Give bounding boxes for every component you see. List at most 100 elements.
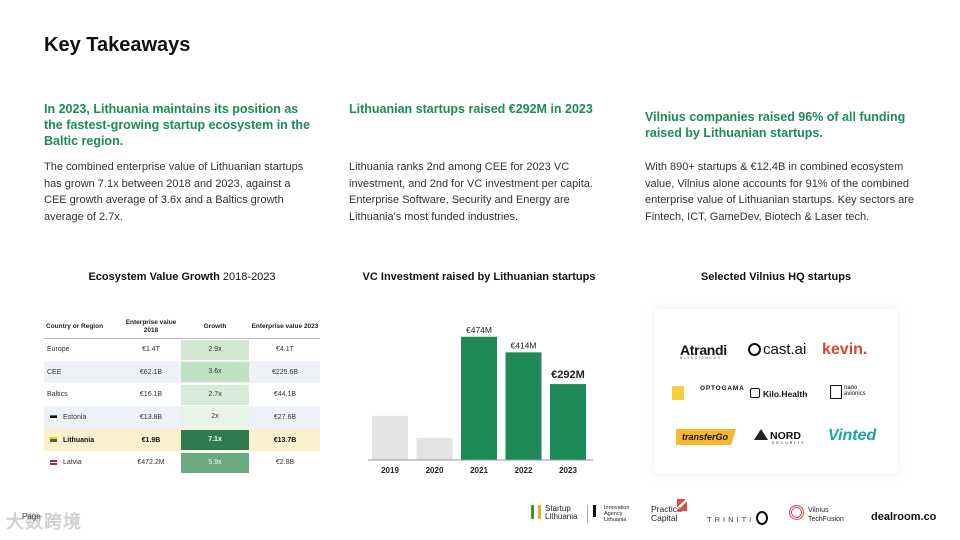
col-header-ev2023: Enterprise value 2023 [250, 316, 320, 339]
bar-2019 [372, 415, 408, 460]
country-cell: Baltics [44, 383, 122, 406]
triniti-icon [756, 511, 769, 525]
growth-value: 7.1x [181, 430, 249, 451]
practica-capital-logo: Practica Capital [651, 499, 687, 523]
country-name: Europe [47, 346, 70, 354]
castai-logo: cast.ai [748, 341, 806, 358]
kilo-wordmark: Kilo.Health [763, 389, 808, 399]
practica-word: Practica [651, 504, 682, 514]
bar-2020 [416, 437, 453, 460]
bar-2022 [505, 352, 542, 460]
col-header-growth: Growth [180, 316, 250, 339]
country-name: Latvia [63, 459, 82, 467]
table-row: CEE €62.1B 3.6x €225.6B [44, 360, 320, 384]
ev2023-cell: €27.6B [250, 406, 320, 429]
optogama-mark-icon [672, 386, 684, 400]
growth-cell: 2.7x [180, 383, 250, 406]
growth-cell: 7.1x [180, 428, 250, 452]
flag-icon [50, 459, 57, 465]
vilnius-techfusion-icon [789, 505, 804, 520]
table-title: Ecosystem Value Growth 2018-2023 [44, 271, 320, 283]
vc-investment-svg: 2019 2020 2021 €474M 2022 €414M 2023 €292M [368, 325, 593, 475]
startup-lithuania-logo: Startup Lithuania [531, 505, 577, 521]
techfusion-word: TechFusion [808, 515, 844, 523]
country-name: CEE [47, 368, 62, 376]
ev2023-cell: €13.7B [250, 428, 320, 452]
growth-value: 2.9x [181, 339, 249, 360]
nord-mountain-icon [754, 429, 768, 440]
table-title-rest: 2018-2023 [219, 271, 276, 283]
data-label: €292M [551, 369, 585, 381]
atrandi-wordmark: Atrandi [680, 342, 727, 358]
table-row: Baltics €16.1B 2.7x €44.1B [44, 383, 320, 406]
optogama-wordmark: OPTOGAMA [700, 385, 745, 392]
takeaway-funding: Lithuanian startups raised €292M in 2023… [349, 101, 624, 223]
castai-ring-icon [748, 343, 761, 356]
growth-value: 2.7x [181, 384, 249, 405]
nord-subtitle: SECURITY [772, 441, 806, 445]
takeaway-heading: Vilnius companies raised 96% of all fund… [645, 110, 906, 140]
ev2018-cell: €16.1B [139, 391, 163, 399]
table-row: Estonia €13.8B 2x €27.6B [44, 406, 320, 429]
takeaway-body: With 890+ startups & €12.4B in combined … [645, 161, 915, 223]
page-title: Key Takeaways [44, 34, 191, 56]
growth-cell: 2.9x [180, 338, 250, 361]
innovation-word: Innovation [604, 505, 630, 511]
col-header-country: Country or Region [44, 316, 122, 339]
takeaway-growth: In 2023, Lithuania maintains its positio… [44, 101, 319, 223]
ev2018-cell: €1.4T [142, 346, 160, 354]
startup-logos-card: Atrandi BIOSCIENCES cast.ai kevin. OPTOGA… [654, 309, 898, 474]
watermark: 大数跨境 [6, 512, 82, 532]
flag-icon [50, 414, 57, 420]
vinted-logo: Vinted [828, 427, 877, 444]
table-row: Latvia €472.2M 5.9x €2.8B [44, 451, 320, 474]
growth-value: 3.6x [181, 362, 249, 383]
practica-icon [677, 499, 687, 511]
takeaway-body: Lithuania ranks 2nd among CEE for 2023 V… [349, 161, 593, 223]
vc-investment-chart: 2019 2020 2021 €474M 2022 €414M 2023 €292M [365, 310, 595, 480]
flag-icon [50, 437, 57, 443]
country-name: Estonia [63, 413, 87, 421]
triniti-wordmark: TRINITI [707, 515, 755, 524]
nano-word: nano [844, 385, 858, 391]
growth-cell: 2x [180, 406, 250, 429]
startup-word: Startup [545, 504, 571, 513]
nano-mark-icon [830, 385, 842, 399]
ev2023-cell: €2.8B [275, 459, 295, 467]
triniti-logo: TRINITI [707, 511, 769, 525]
agency-word: Agency [604, 511, 623, 517]
startup-lithuania-icon [531, 505, 541, 519]
x-tick-label: 2023 [559, 466, 577, 475]
ev2018-cell: €472.2M [137, 459, 165, 467]
takeaway-heading: In 2023, Lithuania maintains its positio… [44, 102, 311, 148]
kilo-health-logo: Kilo.Health [750, 388, 807, 399]
data-label: €414M [511, 340, 537, 350]
country-cell: Latvia [44, 451, 122, 474]
capital-word: Capital [651, 513, 678, 523]
table-row: Lithuania €1.9B 7.1x €13.7B [44, 428, 320, 452]
takeaway-vilnius: Vilnius companies raised 96% of all fund… [645, 109, 920, 223]
kevin-logo: kevin. [822, 341, 868, 358]
vilnius-techfusion-logo: Vilnius TechFusion [789, 505, 844, 523]
innov-lithuania-word: Lithuania [604, 517, 627, 523]
ev2018-cell: €13.8B [122, 406, 180, 429]
nanoavionics-logo: nano avionics [830, 385, 866, 399]
optogama-logo: OPTOGAMA [672, 385, 745, 400]
takeaway-body: The combined enterprise value of Lithuan… [44, 161, 304, 223]
growth-cell: 3.6x [180, 360, 250, 384]
innovation-agency-icon [593, 505, 601, 517]
country-name: Lithuania [63, 436, 95, 444]
page-label: Page [22, 512, 41, 521]
takeaway-heading: Lithuanian startups raised €292M in 2023 [349, 102, 593, 116]
growth-value: 2x [181, 407, 249, 428]
table-title-bold: Ecosystem Value Growth [88, 271, 220, 283]
avionics-word: avionics [844, 391, 866, 397]
country-cell: Europe [44, 338, 122, 361]
table-row: Europe €1.4T 2.9x €4.1T [44, 338, 320, 361]
innovation-agency-logo: Innovation Agency Lithuania [587, 505, 629, 523]
ev2023-cell: €44.1B [273, 391, 297, 399]
dealroom-logo: dealroom.co [871, 511, 937, 523]
ev2023-cell: €4.1T [276, 346, 294, 354]
ev2018-cell: €1.9B [122, 428, 180, 452]
growth-cell: 5.9x [180, 451, 250, 474]
